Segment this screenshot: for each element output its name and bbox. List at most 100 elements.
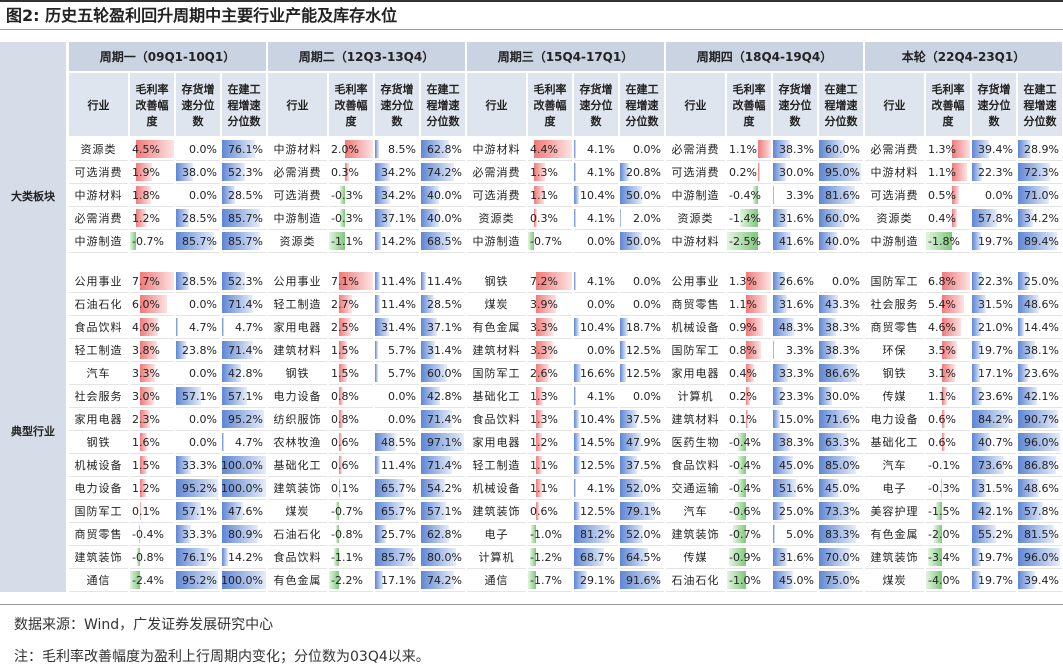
data-bar	[530, 548, 537, 566]
value-cell: 37.5%	[620, 454, 664, 477]
cell-text: 5.7%	[388, 343, 416, 357]
data-bar	[421, 186, 439, 204]
cell-text: 0.0%	[189, 188, 217, 202]
data-bar	[421, 502, 447, 520]
value-cell: 4.7%	[176, 316, 220, 339]
value-cell: 0.0%	[819, 270, 863, 293]
value-cell: 31.6%	[773, 546, 817, 569]
value-cell: 4.5%	[130, 138, 174, 161]
cell-text: 4.5%	[132, 142, 160, 156]
cell-text: 可选消费	[671, 166, 720, 179]
data-bar	[972, 502, 991, 520]
cell-text: 96.0%	[1024, 435, 1059, 449]
cell-text: 96.0%	[1024, 550, 1059, 564]
data-bar	[1018, 502, 1044, 520]
cell-text: -0.3%	[331, 211, 363, 225]
data-bar	[536, 456, 542, 474]
cell-text: 37.5%	[626, 458, 661, 472]
value-cell: 65.7%	[375, 500, 419, 523]
cell-text: 0.0%	[832, 274, 860, 288]
cell-text: -4.0%	[928, 573, 960, 587]
data-bar	[936, 502, 943, 520]
cell-text: 3.3%	[530, 343, 558, 357]
data-bar	[421, 387, 440, 405]
cell-text: 0.0%	[189, 412, 217, 426]
cell-text: -2.5%	[729, 234, 761, 248]
column-header: 在建工程增速分位数	[1018, 73, 1062, 136]
value-cell: 50.0%	[620, 230, 664, 253]
cell-text: 85.7%	[381, 550, 416, 564]
cell-text: 15.0%	[779, 412, 814, 426]
data-bar	[421, 571, 454, 589]
data-bar	[375, 209, 392, 227]
cell-text: 0.0%	[189, 366, 217, 380]
cell-text: 14.5%	[580, 435, 615, 449]
value-cell: 0.4%	[926, 207, 970, 230]
value-cell: 3.0%	[130, 385, 174, 408]
cell-text: 1.1%	[530, 188, 558, 202]
industry-cell: 建筑装饰	[666, 523, 725, 546]
cell-text: -1.4%	[729, 211, 761, 225]
industry-cell: 电力设备	[69, 477, 128, 500]
cell-text: 38.3%	[825, 320, 860, 334]
data-bar	[574, 410, 579, 428]
data-bar	[1018, 272, 1029, 290]
value-cell: 11.4%	[421, 270, 465, 293]
data-bar	[819, 341, 836, 359]
value-cell: -0.1%	[926, 454, 970, 477]
data-bar	[344, 163, 349, 181]
cell-text: 31.5%	[978, 297, 1013, 311]
cell-text: -0.7%	[132, 234, 164, 248]
column-header: 行业	[666, 73, 725, 136]
value-cell: 64.5%	[620, 546, 664, 569]
value-cell: 6.8%	[926, 270, 970, 293]
industry-cell: 煤炭	[268, 500, 327, 523]
value-cell: 25.7%	[375, 523, 419, 546]
cell-text: -1.1%	[331, 550, 363, 564]
cell-text: 中游制造	[870, 235, 919, 248]
data-bar	[819, 364, 858, 382]
cell-text: 52.3%	[228, 274, 263, 288]
cell-text: 79.1%	[626, 504, 661, 518]
data-bar	[339, 456, 343, 474]
cell-text: 1.3%	[928, 142, 956, 156]
cell-text: 建筑材料	[273, 344, 322, 357]
cell-text: 4.7%	[235, 320, 263, 334]
cell-text: 40.7%	[978, 435, 1013, 449]
data-bar	[421, 318, 438, 336]
value-cell: 72.3%	[1018, 161, 1062, 184]
value-cell: 40.0%	[421, 184, 465, 207]
cell-text: 资源类	[279, 235, 316, 248]
data-bar	[135, 209, 147, 227]
cell-text: 14.4%	[1024, 320, 1059, 334]
cell-text: 1.1%	[729, 297, 757, 311]
value-cell: 37.5%	[620, 408, 664, 431]
value-cell: 57.1%	[421, 500, 465, 523]
cell-text: 33.3%	[779, 366, 814, 380]
cell-text: 89.4%	[1024, 234, 1059, 248]
cell-text: 汽车	[683, 505, 708, 518]
data-bar	[773, 140, 790, 158]
cell-text: 1.5%	[331, 343, 359, 357]
data-bar	[942, 272, 970, 290]
cell-text: 0.1%	[331, 481, 359, 495]
data-bar	[620, 209, 621, 227]
value-cell: 4.1%	[574, 207, 618, 230]
cell-text: 68.7%	[580, 550, 615, 564]
value-cell: 70.0%	[819, 546, 863, 569]
data-bar	[1018, 433, 1061, 451]
industry-cell: 家用电器	[69, 408, 128, 431]
data-bar	[574, 318, 579, 336]
value-cell: 57.8%	[972, 207, 1016, 230]
cell-text: 26.6%	[779, 274, 814, 288]
cell-text: 34.2%	[381, 188, 416, 202]
value-cell: 10.4%	[574, 316, 618, 339]
value-cell: 25.0%	[1018, 270, 1062, 293]
value-cell: -2.5%	[727, 230, 771, 253]
data-bar	[926, 571, 943, 589]
cell-text: -1.0%	[530, 527, 562, 541]
value-cell: 84.2%	[972, 408, 1016, 431]
value-cell: 81.6%	[819, 184, 863, 207]
data-bar	[620, 502, 655, 520]
cell-text: 机械设备	[472, 482, 521, 495]
